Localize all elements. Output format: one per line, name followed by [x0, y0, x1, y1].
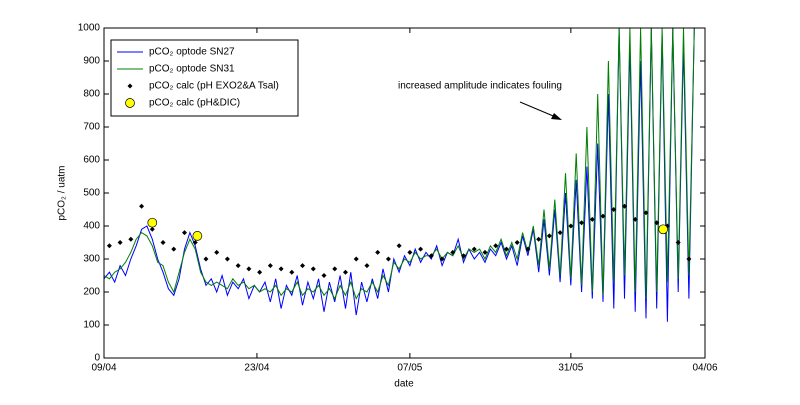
- data-point: [643, 210, 649, 216]
- data-point: [203, 256, 209, 262]
- data-point: [493, 243, 499, 249]
- data-point: [106, 243, 112, 249]
- data-point: [149, 226, 155, 232]
- data-point: [289, 269, 295, 275]
- data-point: [439, 256, 445, 262]
- data-point: [407, 249, 413, 255]
- data-point: [147, 217, 158, 228]
- data-point: [675, 240, 681, 245]
- data-point: [385, 256, 391, 262]
- y-axis-label: pCO₂ / uatm: [57, 165, 68, 220]
- data-point: [139, 203, 145, 209]
- x-axis-label: date: [394, 379, 414, 390]
- x-tick-label: 31/05: [558, 363, 583, 374]
- legend-swatch: [127, 83, 133, 89]
- x-tick-label: 09/04: [91, 363, 116, 374]
- data-point: [461, 253, 467, 259]
- data-point: [471, 246, 477, 252]
- data-point: [332, 266, 338, 272]
- legend-label: pCO₂ optode SN27: [149, 47, 235, 58]
- data-point: [192, 240, 198, 245]
- data-point: [128, 236, 134, 242]
- data-point: [482, 249, 488, 255]
- y-tick-label: 700: [83, 122, 100, 133]
- y-tick-label: 300: [83, 254, 100, 265]
- data-point: [181, 230, 187, 236]
- data-point: [192, 231, 203, 241]
- legend-label: pCO₂ calc (pH EXO2&A Tsal): [149, 81, 279, 92]
- data-point: [224, 256, 230, 262]
- data-point: [632, 216, 638, 222]
- data-point: [514, 240, 520, 245]
- data-line: [104, 28, 695, 300]
- legend-label: pCO₂ optode SN31: [149, 64, 235, 75]
- data-point: [321, 273, 327, 278]
- data-point: [235, 263, 241, 269]
- annotation-arrow: [519, 101, 559, 119]
- data-point: [310, 266, 316, 272]
- legend-box: [110, 39, 299, 117]
- legend-label: pCO₂ calc (pH&DIC): [149, 98, 240, 109]
- y-tick-label: 100: [83, 320, 100, 331]
- data-point: [503, 246, 509, 252]
- data-point: [117, 240, 123, 245]
- data-point: [353, 256, 359, 262]
- data-point: [278, 266, 284, 272]
- data-point: [375, 249, 381, 255]
- data-point: [654, 220, 660, 226]
- data-point: [536, 236, 542, 242]
- data-point: [622, 203, 628, 209]
- data-point: [568, 223, 574, 229]
- y-tick-label: 200: [83, 287, 100, 298]
- data-point: [418, 246, 424, 252]
- legend-swatch: [125, 98, 135, 108]
- y-tick-label: 600: [83, 155, 100, 166]
- data-point: [171, 246, 177, 252]
- x-tick-label: 07/05: [397, 363, 422, 374]
- y-tick-label: 0: [94, 353, 100, 364]
- data-point: [589, 216, 595, 222]
- data-point: [396, 243, 402, 249]
- y-tick-label: 1000: [78, 23, 101, 34]
- x-tick-label: 23/04: [244, 363, 269, 374]
- data-point: [600, 213, 606, 219]
- data-point: [525, 246, 531, 252]
- data-point: [342, 269, 348, 275]
- data-point: [611, 207, 617, 212]
- data-point: [450, 249, 456, 255]
- data-line: [104, 28, 695, 322]
- data-point: [300, 263, 306, 269]
- y-tick-label: 800: [83, 89, 100, 100]
- y-tick-label: 900: [83, 56, 100, 67]
- annotation-arrowhead: [551, 113, 562, 120]
- data-point: [658, 224, 668, 235]
- data-point: [557, 230, 563, 236]
- data-point: [160, 240, 166, 245]
- y-tick-label: 400: [83, 221, 100, 232]
- data-point: [214, 249, 220, 255]
- data-point: [364, 263, 370, 269]
- plot-area: [104, 28, 695, 322]
- annotation: increased amplitude indicates fouling: [398, 81, 562, 92]
- data-point: [546, 233, 552, 239]
- y-tick-label: 500: [83, 188, 100, 199]
- data-point: [257, 269, 263, 275]
- x-tick-label: 04/06: [692, 363, 717, 374]
- data-point: [246, 266, 252, 272]
- data-point: [428, 253, 434, 259]
- data-point: [267, 263, 273, 269]
- data-point: [686, 256, 692, 262]
- data-point: [579, 220, 585, 226]
